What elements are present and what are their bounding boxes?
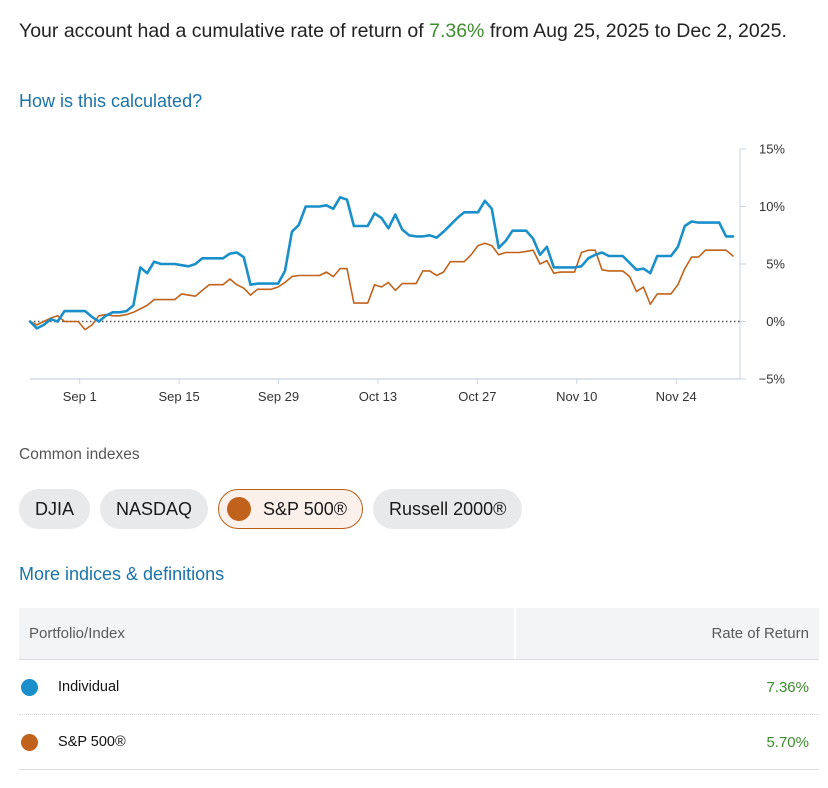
chip-label: DJIA [35, 498, 75, 519]
returns-table: Portfolio/Index Rate of Return Individua… [19, 608, 819, 770]
row-name: Individual [58, 679, 120, 695]
chart-series [28, 196, 735, 331]
x-tick-label: Nov 24 [656, 389, 697, 404]
summary-rate: 7.36% [429, 20, 485, 42]
y-tick-label: 15% [759, 142, 785, 157]
index-chip-sp500[interactable]: S&P 500® [218, 489, 364, 529]
x-tick-label: Oct 13 [359, 389, 397, 404]
more-indices-link[interactable]: More indices & definitions [19, 564, 225, 584]
summary-prefix: Your account had a cumulative rate of re… [19, 20, 430, 42]
index-chip-djia[interactable]: DJIA [19, 489, 91, 529]
index-chip-russell-2000[interactable]: Russell 2000® [373, 489, 523, 529]
row-name: S&P 500® [58, 734, 126, 750]
y-tick-label: 10% [759, 199, 785, 214]
individual-series-line [28, 196, 735, 330]
x-tick-label: Sep 29 [258, 389, 299, 404]
y-tick-label: 0% [766, 314, 785, 329]
row-value: 7.36% [766, 678, 809, 696]
summary-suffix: from Aug 25, 2025 to Dec 2, 2025. [484, 20, 787, 42]
common-indexes-label: Common indexes [19, 446, 140, 463]
x-tick-label: Sep 1 [63, 389, 97, 404]
chip-label: Russell 2000® [389, 498, 507, 519]
chart-axes: 15% 10% 5% 0% −5% Sep 1 Sep 15 Sep 29 Oct 13 Oct … [30, 142, 786, 404]
y-tick-label: −5% [759, 372, 786, 387]
table-row: S&P 500® 5.70% [19, 715, 819, 770]
y-tick-label: 5% [766, 257, 785, 272]
performance-chart: 15% 10% 5% 0% −5% Sep 1 Sep 15 Sep 29 Oct 13 Oct … [28, 142, 786, 404]
sp500-legend-dot-icon [21, 733, 38, 751]
x-tick-label: Nov 10 [556, 389, 597, 404]
index-chip-nasdaq[interactable]: NASDAQ [100, 489, 209, 529]
table-header: Portfolio/Index Rate of Return [19, 608, 819, 660]
x-tick-label: Sep 15 [159, 389, 200, 404]
table-row: Individual 7.36% [19, 660, 819, 715]
sp500-series-line [29, 242, 734, 331]
x-tick-label: Oct 27 [458, 389, 496, 404]
index-chip-group: DJIA NASDAQ S&P 500® Russell 2000® [19, 489, 523, 529]
header-rate-of-return: Rate of Return [711, 625, 809, 642]
header-portfolio-index: Portfolio/Index [19, 608, 516, 659]
individual-legend-dot-icon [21, 678, 38, 696]
how-calculated-link[interactable]: How is this calculated? [19, 91, 203, 111]
chip-label: S&P 500® [263, 498, 348, 519]
sp500-color-dot-icon [227, 497, 252, 521]
chip-label: NASDAQ [116, 498, 193, 519]
return-summary: Your account had a cumulative rate of re… [19, 16, 809, 47]
row-value: 5.70% [766, 733, 809, 751]
